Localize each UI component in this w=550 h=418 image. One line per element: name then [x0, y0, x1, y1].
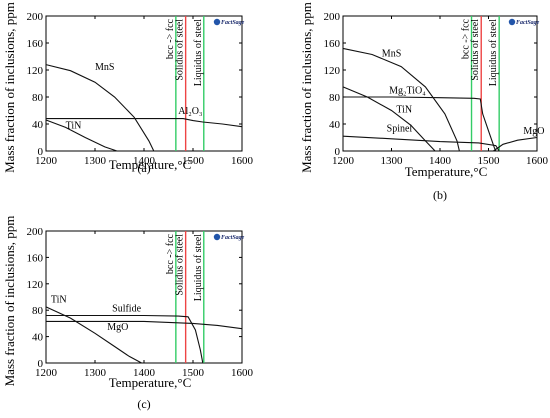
panel-3-vline-label-solidus-of-steel: Solidus of steel — [175, 234, 186, 296]
svg-text:FactSage: FactSage — [221, 235, 245, 241]
panel-2-series-tin — [343, 96, 497, 152]
panel-1-series-tin — [45, 119, 118, 152]
panel-1-series-al2o3 — [46, 118, 243, 128]
panel-1-series-label-tin: TiN — [66, 121, 82, 132]
panel-3-ytick-label-80: 80 — [32, 305, 44, 317]
panel-1-ytick-label-80: 80 — [32, 92, 44, 104]
panel-1-xtick-label-1400: 1400 — [133, 155, 156, 167]
panel-1-xtick-label-1600: 1600 — [231, 155, 254, 167]
panel-2-y-axis-title: Mass fraction of inclusions, ppm — [299, 2, 314, 173]
panel-3-xtick-label-1600: 1600 — [231, 367, 254, 379]
panel-1-y-axis-title: Mass fraction of inclusions, ppm — [2, 2, 17, 173]
panel-3-factsage-logo: FactSage — [213, 233, 245, 241]
panel-2-ytick-label-80: 80 — [329, 92, 341, 104]
panel-1-series-label-al2o3: Al₂O₃ — [178, 106, 202, 117]
panel-2-ytick-label-0: 0 — [335, 146, 341, 158]
panel-1-vline-label-solidus-of-steel: Solidus of steel — [175, 19, 186, 81]
panel-3-series-tin — [45, 306, 142, 364]
panel-2-x-axis-title: Temperature,°C — [405, 164, 488, 179]
panel-1-ytick-label-0: 0 — [38, 146, 44, 158]
panel-3-y-axis-title: Mass fraction of inclusions, ppm — [2, 216, 17, 387]
panel-2-series-label-mgo: MgO — [523, 126, 544, 137]
panel-2-xtick-label-1300: 1300 — [381, 155, 404, 167]
panel-3-xtick-label-1300: 1300 — [84, 367, 107, 379]
panel-3-xtick-label-1400: 1400 — [133, 367, 156, 379]
panel-3-vline-label-liquidus-of-steel: Liquidus of steel — [193, 234, 204, 301]
svg-text:FactSage: FactSage — [516, 20, 540, 26]
panel-1-caption: (a) — [137, 161, 150, 175]
panel-3-ytick-label-160: 160 — [27, 252, 44, 264]
panel-2-vline-label-liquidus-of-steel: Liquidus of steel — [488, 19, 499, 86]
panel-2-caption: (b) — [433, 188, 447, 202]
panel-3-ytick-label-200: 200 — [27, 226, 44, 238]
panel-1-vline-label-liquidus-of-steel: Liquidus of steel — [193, 19, 204, 86]
panel-3-xtick-label-1500: 1500 — [182, 367, 205, 379]
panel-3-series-sulfide — [46, 314, 204, 364]
panel-3-vline-label-bcc-fcc: bcc -> fcc — [165, 233, 176, 274]
panel-1-factsage-logo: FactSage — [213, 18, 245, 26]
panel-1-ytick-label-40: 40 — [32, 119, 44, 131]
panel-1-ytick-label-120: 120 — [27, 65, 44, 77]
panel-1-ytick-label-160: 160 — [27, 38, 44, 50]
panel-3-series-label-tin: TiN — [51, 294, 67, 305]
panel-2-xtick-label-1600: 1600 — [526, 155, 549, 167]
panel-3-xtick-label-1200: 1200 — [35, 367, 58, 379]
panel-1-xtick-label-1300: 1300 — [84, 155, 107, 167]
panel-1-vline-label-bcc-fcc: bcc -> fcc — [165, 18, 176, 59]
panel-2-xtick-label-1200: 1200 — [332, 155, 355, 167]
panel-2-plot-frame — [342, 15, 538, 152]
panel-2-vline-label-solidus-of-steel: Solidus of steel — [470, 19, 481, 81]
panel-2-xtick-label-1500: 1500 — [478, 155, 501, 167]
panel-3-series-label-mgo: MgO — [107, 322, 128, 333]
panel-2-series-mns — [342, 47, 460, 152]
panel-2-ytick-label-40: 40 — [329, 119, 341, 131]
panel-1-x-axis-title: Temperature,°C — [109, 157, 192, 172]
panel-2-ytick-label-120: 120 — [324, 65, 341, 77]
panel-3-series-label-sulfide: Sulfide — [112, 304, 141, 315]
panel-3-ytick-label-40: 40 — [32, 332, 44, 344]
panel-2-series-mgo — [493, 136, 538, 152]
panel-1-xtick-label-1500: 1500 — [182, 155, 205, 167]
panel-2-series-label-spinel: Spinel — [387, 123, 413, 134]
panel-3-ytick-label-0: 0 — [38, 358, 44, 370]
panel-2-ytick-label-160: 160 — [324, 38, 341, 50]
panel-2-series-label-tin: TiN — [396, 105, 412, 116]
panel-1-series-mns — [45, 64, 155, 152]
panel-1-ytick-label-200: 200 — [27, 11, 44, 23]
panel-3-plot-frame — [45, 230, 243, 364]
panel-2-series-mg2tio4 — [342, 86, 436, 152]
panel-2-ytick-label-200: 200 — [324, 11, 341, 23]
panel-2-series-label-mns: MnS — [382, 49, 401, 60]
panel-2-series-spinel — [342, 135, 500, 152]
panel-2-factsage-logo: FactSage — [508, 18, 540, 26]
panel-3-series-mgo — [46, 320, 243, 330]
panel-1-xtick-label-1200: 1200 — [35, 155, 58, 167]
panel-3-caption: (c) — [137, 397, 150, 411]
panel-2-xtick-label-1400: 1400 — [429, 155, 452, 167]
panel-3-ytick-label-120: 120 — [27, 279, 44, 291]
panel-2-series-label-mg2tio4: Mg₂TiO₄ — [389, 86, 426, 97]
panel-2-vline-label-bcc-fcc: bcc -> fcc — [461, 18, 472, 59]
svg-text:FactSage: FactSage — [221, 20, 245, 26]
panel-1-series-label-mns: MnS — [95, 62, 114, 73]
panel-3-x-axis-title: Temperature,°C — [109, 375, 192, 390]
